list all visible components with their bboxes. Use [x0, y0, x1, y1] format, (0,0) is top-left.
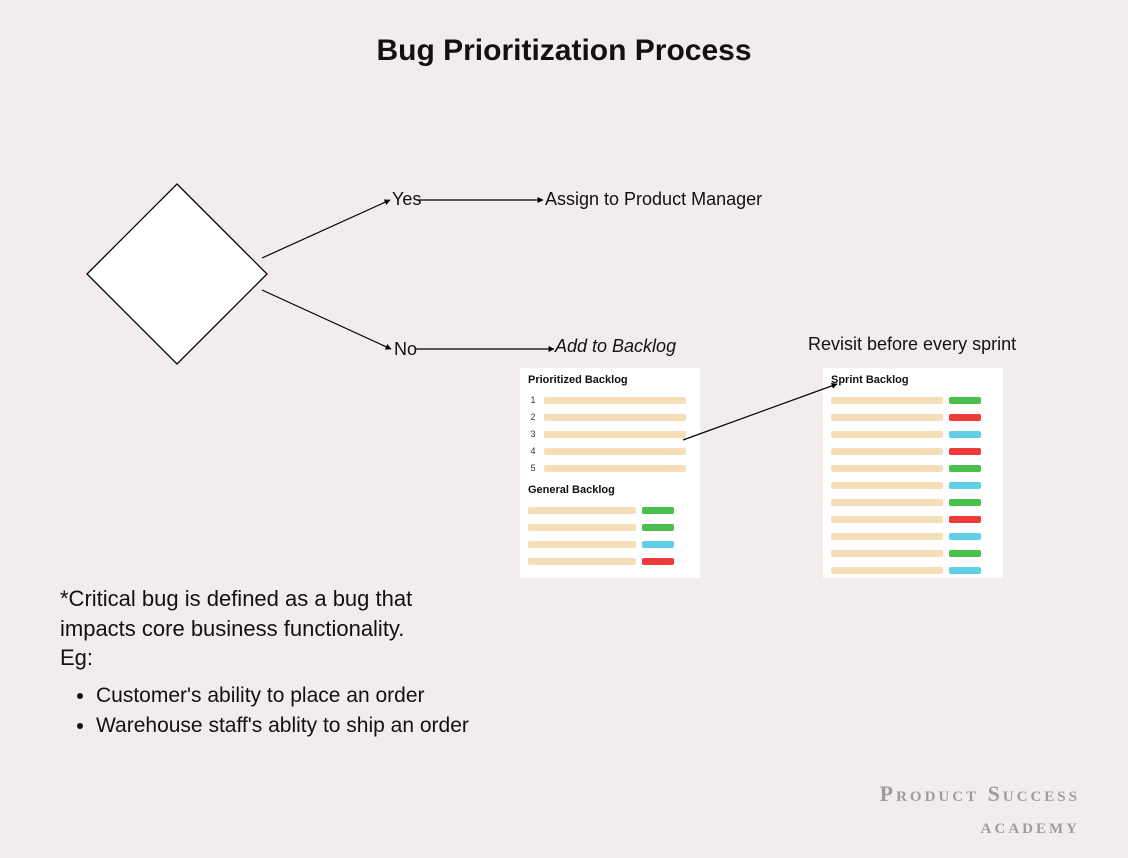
card-bar [949, 414, 981, 421]
card-row [831, 495, 995, 509]
card-section-title: Prioritized Backlog [520, 368, 700, 390]
decision-label: Is it a critical bug? * [100, 266, 239, 284]
card-bar [831, 465, 943, 472]
footnote-text: *Critical bug is defined as a bug that i… [60, 584, 420, 673]
card-row [831, 529, 995, 543]
card-row [528, 520, 692, 534]
add-backlog-label: Add to Backlog [555, 336, 676, 357]
card-section-title: Sprint Backlog [823, 368, 1003, 390]
card-section-title: General Backlog [520, 478, 700, 500]
card-bar [831, 533, 943, 540]
row-number: 5 [528, 463, 538, 473]
card-bar [642, 524, 674, 531]
footnote-bullet: Warehouse staff's ablity to ship an orde… [96, 714, 469, 738]
card-bar [831, 448, 943, 455]
card-bar [528, 524, 636, 531]
card-bar [831, 516, 943, 523]
card-row: 3 [528, 427, 692, 441]
card-row [528, 503, 692, 517]
card-bar [544, 397, 686, 404]
card-row [831, 393, 995, 407]
card-bar [949, 448, 981, 455]
card-bar [831, 499, 943, 506]
card-bar [949, 482, 981, 489]
flow-edge [262, 290, 391, 349]
card-row [831, 512, 995, 526]
card-bar [831, 482, 943, 489]
brand-footer: Product Success academy [820, 778, 1080, 842]
card-bar [831, 397, 943, 404]
card-row [831, 563, 995, 577]
assign-label: Assign to Product Manager [545, 189, 762, 210]
card-bar [949, 516, 981, 523]
card-bar [949, 431, 981, 438]
footnote-bullet: Customer's ability to place an order [96, 684, 469, 708]
card-bar [831, 431, 943, 438]
card-bar [528, 507, 636, 514]
row-number: 3 [528, 429, 538, 439]
card-bar [544, 465, 686, 472]
card-row [831, 444, 995, 458]
card-bar [528, 558, 636, 565]
card-row: 1 [528, 393, 692, 407]
flow-edge [262, 200, 390, 258]
card-bar [642, 541, 674, 548]
footnote-bullets: Customer's ability to place an order Ware… [70, 678, 469, 744]
card-row [528, 554, 692, 568]
card-bar [949, 550, 981, 557]
flow-edge [683, 384, 837, 440]
card-bar [528, 541, 636, 548]
card-row: 4 [528, 444, 692, 458]
card-row [831, 478, 995, 492]
card-bar [642, 507, 674, 514]
card-bar [831, 414, 943, 421]
card-bar [949, 499, 981, 506]
card-row [831, 427, 995, 441]
row-number: 4 [528, 446, 538, 456]
card-bar [831, 550, 943, 557]
backlog-card: Prioritized Backlog 1 2 3 4 5 General Backlog [520, 368, 700, 578]
card-row [831, 546, 995, 560]
card-row: 5 [528, 461, 692, 475]
card-bar [949, 397, 981, 404]
revisit-label: Revisit before every sprint [808, 334, 1016, 355]
row-number: 2 [528, 412, 538, 422]
card-row [831, 461, 995, 475]
card-bar [949, 533, 981, 540]
brand-line1: Product Success [820, 778, 1080, 810]
no-label: No [394, 339, 417, 360]
card-row [528, 537, 692, 551]
brand-line2: academy [820, 810, 1080, 842]
card-bar [949, 465, 981, 472]
card-row [831, 410, 995, 424]
card-bar [831, 567, 943, 574]
card-bar [544, 414, 686, 421]
card-row: 2 [528, 410, 692, 424]
page-title: Bug Prioritization Process [0, 34, 1128, 68]
card-bar [544, 448, 686, 455]
sprint-card: Sprint Backlog [823, 368, 1003, 578]
card-bar [544, 431, 686, 438]
card-bar [642, 558, 674, 565]
card-bar [949, 567, 981, 574]
row-number: 1 [528, 395, 538, 405]
yes-label: Yes [392, 189, 421, 210]
